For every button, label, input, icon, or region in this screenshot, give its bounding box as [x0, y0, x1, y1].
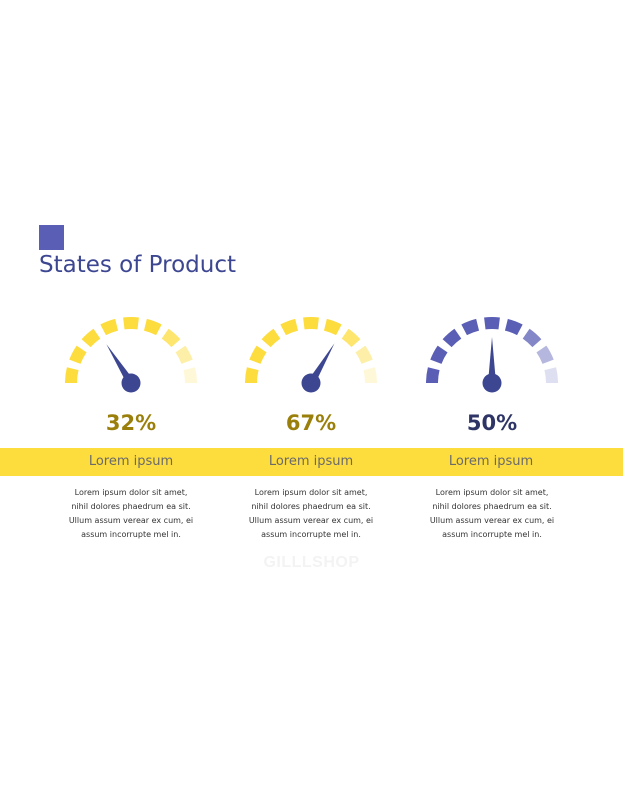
gauge-segment — [65, 367, 79, 383]
gauge-segment — [536, 345, 554, 364]
gauge-segment — [183, 367, 197, 383]
gauge-segment — [303, 317, 319, 330]
gauge-needle — [482, 337, 502, 393]
watermark: GILLLSHOP — [263, 554, 360, 571]
gauge-segment — [143, 318, 162, 336]
gauge-2 — [241, 312, 381, 408]
gauge-segment — [245, 367, 259, 383]
gauge-1-label: Lorem ipsum — [88, 454, 174, 469]
gauge-segment — [504, 318, 523, 336]
gauge-segment — [430, 345, 448, 364]
needle-hub — [301, 373, 321, 393]
description-line: nihil dolores phaedrum ea sit. — [71, 502, 191, 511]
gauge-segment — [544, 367, 558, 383]
speedometer-icon — [65, 317, 197, 393]
gauge-segment — [461, 318, 480, 336]
gauge-segments — [245, 317, 377, 383]
gauge-3-label: Lorem ipsum — [448, 454, 534, 469]
accent-square — [39, 225, 64, 250]
gauge-segment — [323, 318, 342, 336]
gauge-segment — [484, 317, 500, 330]
description-line: nihil dolores phaedrum ea sit. — [432, 502, 552, 511]
description-line: Ullum assum verear ex cum, ei — [429, 516, 555, 525]
description-line: Ullum assum verear ex cum, ei — [68, 516, 194, 525]
page-title: States of Product — [39, 252, 236, 278]
description-line: Lorem ipsum dolor sit amet, — [254, 488, 368, 497]
gauge-needle — [301, 343, 335, 393]
gauge-segment — [442, 328, 462, 348]
gauge-segment — [175, 345, 193, 364]
label-band — [0, 448, 623, 476]
gauge-segments — [65, 317, 197, 383]
gauge-segment — [363, 367, 377, 383]
gauge-2-description: Lorem ipsum dolor sit amet, nihil dolore… — [241, 486, 381, 542]
gauge-3-description: Lorem ipsum dolor sit amet, nihil dolore… — [422, 486, 562, 542]
gauge-segment — [355, 345, 373, 364]
gauge-segment — [100, 318, 119, 336]
needle-pointer — [488, 337, 496, 383]
description-line: assum incorrupte mel in. — [261, 530, 361, 539]
gauge-3-percent: 50% — [466, 411, 518, 435]
gauge-segment — [261, 328, 281, 348]
description-line: assum incorrupte mel in. — [81, 530, 181, 539]
description-line: nihil dolores phaedrum ea sit. — [251, 502, 371, 511]
gauge-segment — [81, 328, 101, 348]
gauge-segments — [426, 317, 558, 383]
speedometer-icon — [245, 317, 377, 393]
gauge-segment — [280, 318, 299, 336]
description-line: Lorem ipsum dolor sit amet, — [435, 488, 549, 497]
description-line: assum incorrupte mel in. — [442, 530, 542, 539]
gauge-segment — [426, 367, 440, 383]
gauge-2-percent: 67% — [285, 411, 337, 435]
gauge-segment — [341, 328, 361, 348]
gauge-segment — [69, 345, 87, 364]
gauge-needle — [106, 344, 141, 393]
gauge-1 — [61, 312, 201, 408]
speedometer-icon — [426, 317, 558, 393]
gauge-1-percent: 32% — [105, 411, 157, 435]
gauge-1-description: Lorem ipsum dolor sit amet, nihil dolore… — [61, 486, 201, 542]
needle-hub — [482, 373, 502, 393]
gauge-segment — [249, 345, 267, 364]
gauge-3 — [422, 312, 562, 408]
needle-hub — [121, 373, 141, 393]
gauge-segment — [123, 317, 139, 330]
description-line: Ullum assum verear ex cum, ei — [248, 516, 374, 525]
description-line: Lorem ipsum dolor sit amet, — [74, 488, 188, 497]
gauge-segment — [522, 328, 542, 348]
gauge-segment — [161, 328, 181, 348]
gauge-2-label: Lorem ipsum — [268, 454, 354, 469]
